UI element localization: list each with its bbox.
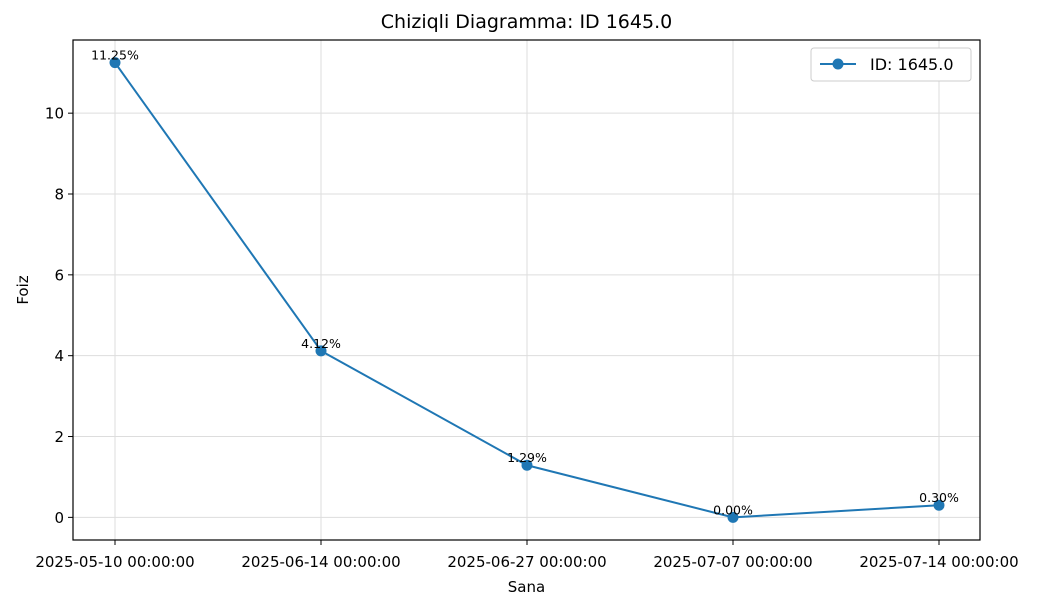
- x-tick-label: 2025-05-10 00:00:00: [35, 553, 194, 571]
- legend-marker: [832, 58, 844, 70]
- data-point: [521, 459, 533, 471]
- data-point: [933, 499, 945, 511]
- y-tick-label: 6: [54, 266, 64, 284]
- grid-lines: [73, 40, 980, 540]
- x-tick-label: 2025-07-07 00:00:00: [653, 553, 812, 571]
- data-point: [315, 345, 327, 357]
- data-label: 4.12%: [301, 336, 341, 351]
- x-axis-ticks: 2025-05-10 00:00:00 2025-06-14 00:00:00 20…: [35, 540, 1019, 571]
- data-label: 0.30%: [919, 490, 959, 505]
- legend-box: [810, 47, 972, 82]
- x-axis-label: Sana: [508, 578, 545, 596]
- y-axis-ticks: 0 2 4 6 8 10: [45, 105, 73, 527]
- x-tick-label: 2025-06-14 00:00:00: [241, 553, 400, 571]
- data-label: 1.29%: [507, 450, 547, 465]
- y-tick-label: 10: [45, 105, 64, 123]
- chart-title: Chiziqli Diagramma: ID 1645.0: [381, 11, 672, 33]
- data-point: [109, 57, 121, 69]
- y-axis-label: Foiz: [14, 275, 32, 304]
- data-label: 0.00%: [713, 502, 753, 517]
- legend-label: ID: 1645.0: [870, 55, 954, 74]
- plot-frame: [72, 39, 981, 541]
- x-tick-label: 2025-07-14 00:00:00: [859, 553, 1018, 571]
- y-tick-label: 4: [54, 347, 64, 365]
- y-tick-label: 0: [54, 509, 64, 527]
- data-labels: 11.25% 4.12% 1.29% 0.00% 0.30%: [91, 48, 959, 518]
- series-layer: [109, 57, 945, 523]
- data-point: [727, 511, 739, 523]
- legend: ID: 1645.0: [810, 47, 972, 82]
- y-tick-label: 2: [54, 428, 64, 446]
- x-tick-label: 2025-06-27 00:00:00: [447, 553, 606, 571]
- y-tick-label: 8: [54, 186, 64, 204]
- data-label: 11.25%: [91, 48, 139, 63]
